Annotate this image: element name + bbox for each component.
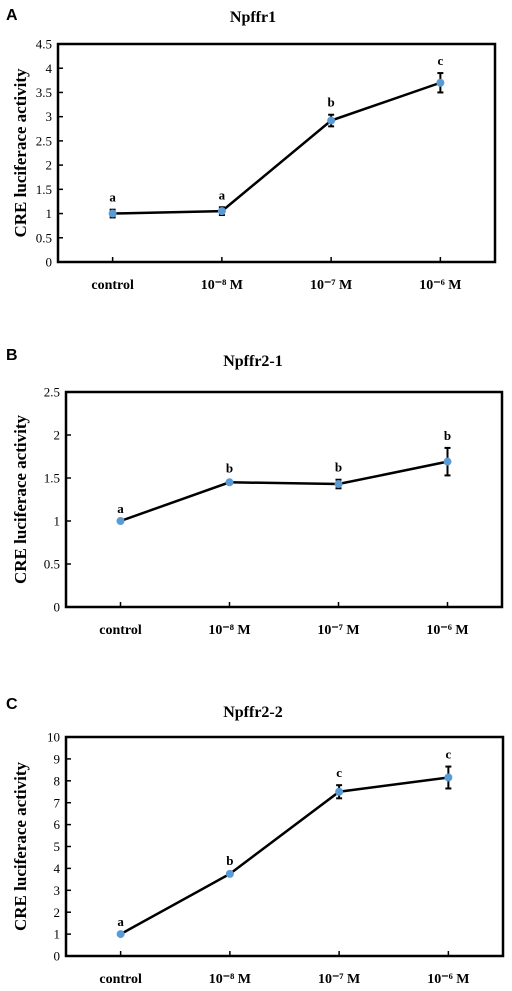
panel-letter: B — [6, 347, 18, 364]
series-line — [120, 460, 448, 523]
significance-label: b — [444, 428, 451, 443]
significance-label: a — [117, 501, 124, 516]
y-tick-label: 2 — [54, 905, 61, 920]
significance-label: b — [226, 461, 233, 476]
y-tick-label: 1.5 — [36, 182, 52, 197]
significance-label: c — [445, 747, 451, 762]
y-tick-label: 2 — [54, 428, 61, 443]
data-point — [217, 207, 226, 216]
x-tick-label: control — [99, 972, 142, 987]
plot-frame — [56, 42, 497, 264]
x-tick-label: 10⁻⁸ M — [209, 972, 251, 987]
data-point — [444, 773, 453, 782]
x-tick-label: 10⁻⁶ M — [427, 972, 469, 987]
data-point — [225, 478, 234, 487]
y-tick-label: 1 — [54, 514, 61, 529]
y-tick-label: 8 — [54, 773, 61, 788]
significance-label: c — [437, 53, 443, 68]
chart-panel-a: A Npffr1 CRE luciferace activity 0 0.5 1 1.5 2 2… — [6, 7, 497, 293]
y-tick-label: 10 — [47, 730, 60, 745]
data-point — [334, 480, 343, 489]
significance-label: b — [335, 460, 342, 475]
panel-letter: C — [6, 696, 18, 713]
x-tick-label: 10⁻⁷ M — [318, 972, 360, 987]
plot-frame — [64, 390, 504, 609]
data-point — [443, 457, 452, 466]
significance-label: b — [226, 853, 233, 868]
y-tick-label: 0 — [54, 600, 61, 615]
significance-label: b — [328, 95, 335, 110]
chart-title: Npffr2-2 — [223, 704, 283, 721]
y-axis-label: CRE luciferace activity — [11, 762, 30, 931]
data-point — [116, 517, 125, 525]
y-tick-label: 3.5 — [36, 85, 52, 100]
data-point — [436, 78, 445, 87]
y-tick-label: 2.5 — [44, 385, 60, 400]
significance-label: a — [109, 190, 116, 205]
y-tick-label: 1.5 — [44, 471, 60, 486]
y-axis-label: CRE luciferace activity — [11, 68, 30, 237]
data-point — [327, 116, 336, 125]
plot-frame — [64, 735, 505, 958]
data-point — [108, 209, 117, 218]
chart-title: Npffr2-1 — [223, 353, 283, 370]
x-tick-label: 10⁻⁸ M — [201, 278, 243, 293]
series-line — [112, 81, 441, 215]
chart-panel-b: B Npffr2-1 CRE luciferace activity 0 0.5 1 1.5… — [6, 347, 504, 638]
y-tick-label: 4.5 — [36, 37, 52, 52]
data-point — [116, 930, 125, 939]
data-point — [335, 787, 344, 796]
y-tick-label: 9 — [54, 751, 61, 766]
y-tick-label: 3 — [46, 109, 53, 124]
y-tick-label: 1 — [46, 206, 53, 221]
y-tick-label: 0 — [46, 255, 53, 270]
y-tick-label: 0.5 — [36, 230, 52, 245]
y-tick-label: 7 — [54, 795, 61, 810]
x-tick-label: control — [99, 623, 142, 638]
x-tick-label: control — [91, 278, 134, 293]
y-tick-label: 4 — [46, 61, 53, 76]
y-tick-label: 0.5 — [44, 557, 60, 572]
y-tick-label: 6 — [54, 817, 61, 832]
y-tick-label: 4 — [54, 861, 61, 876]
y-tick-label: 2 — [46, 158, 53, 173]
y-tick-label: 5 — [54, 839, 61, 854]
series-line — [120, 776, 449, 936]
x-tick-label: 10⁻⁶ M — [426, 623, 468, 638]
y-tick-label: 3 — [54, 883, 61, 898]
significance-label: a — [219, 187, 226, 202]
chart-title: Npffr1 — [230, 9, 276, 26]
y-tick-label: 2.5 — [36, 133, 52, 148]
x-tick-label: 10⁻⁷ M — [310, 278, 352, 293]
significance-label: c — [336, 765, 342, 780]
data-point — [225, 869, 234, 878]
panel-letter: A — [6, 7, 18, 24]
y-axis-label: CRE luciferace activity — [11, 415, 30, 584]
y-tick-label: 0 — [54, 949, 61, 964]
x-tick-label: 10⁻⁸ M — [208, 623, 250, 638]
y-tick-label: 1 — [54, 927, 61, 942]
chart-panel-c: C Npffr2-2 CRE luciferace activity 0 1 2 3 4 5 6 7… — [6, 696, 505, 987]
significance-label: a — [117, 914, 124, 929]
x-tick-label: 10⁻⁶ M — [419, 278, 461, 293]
x-tick-label: 10⁻⁷ M — [317, 623, 359, 638]
